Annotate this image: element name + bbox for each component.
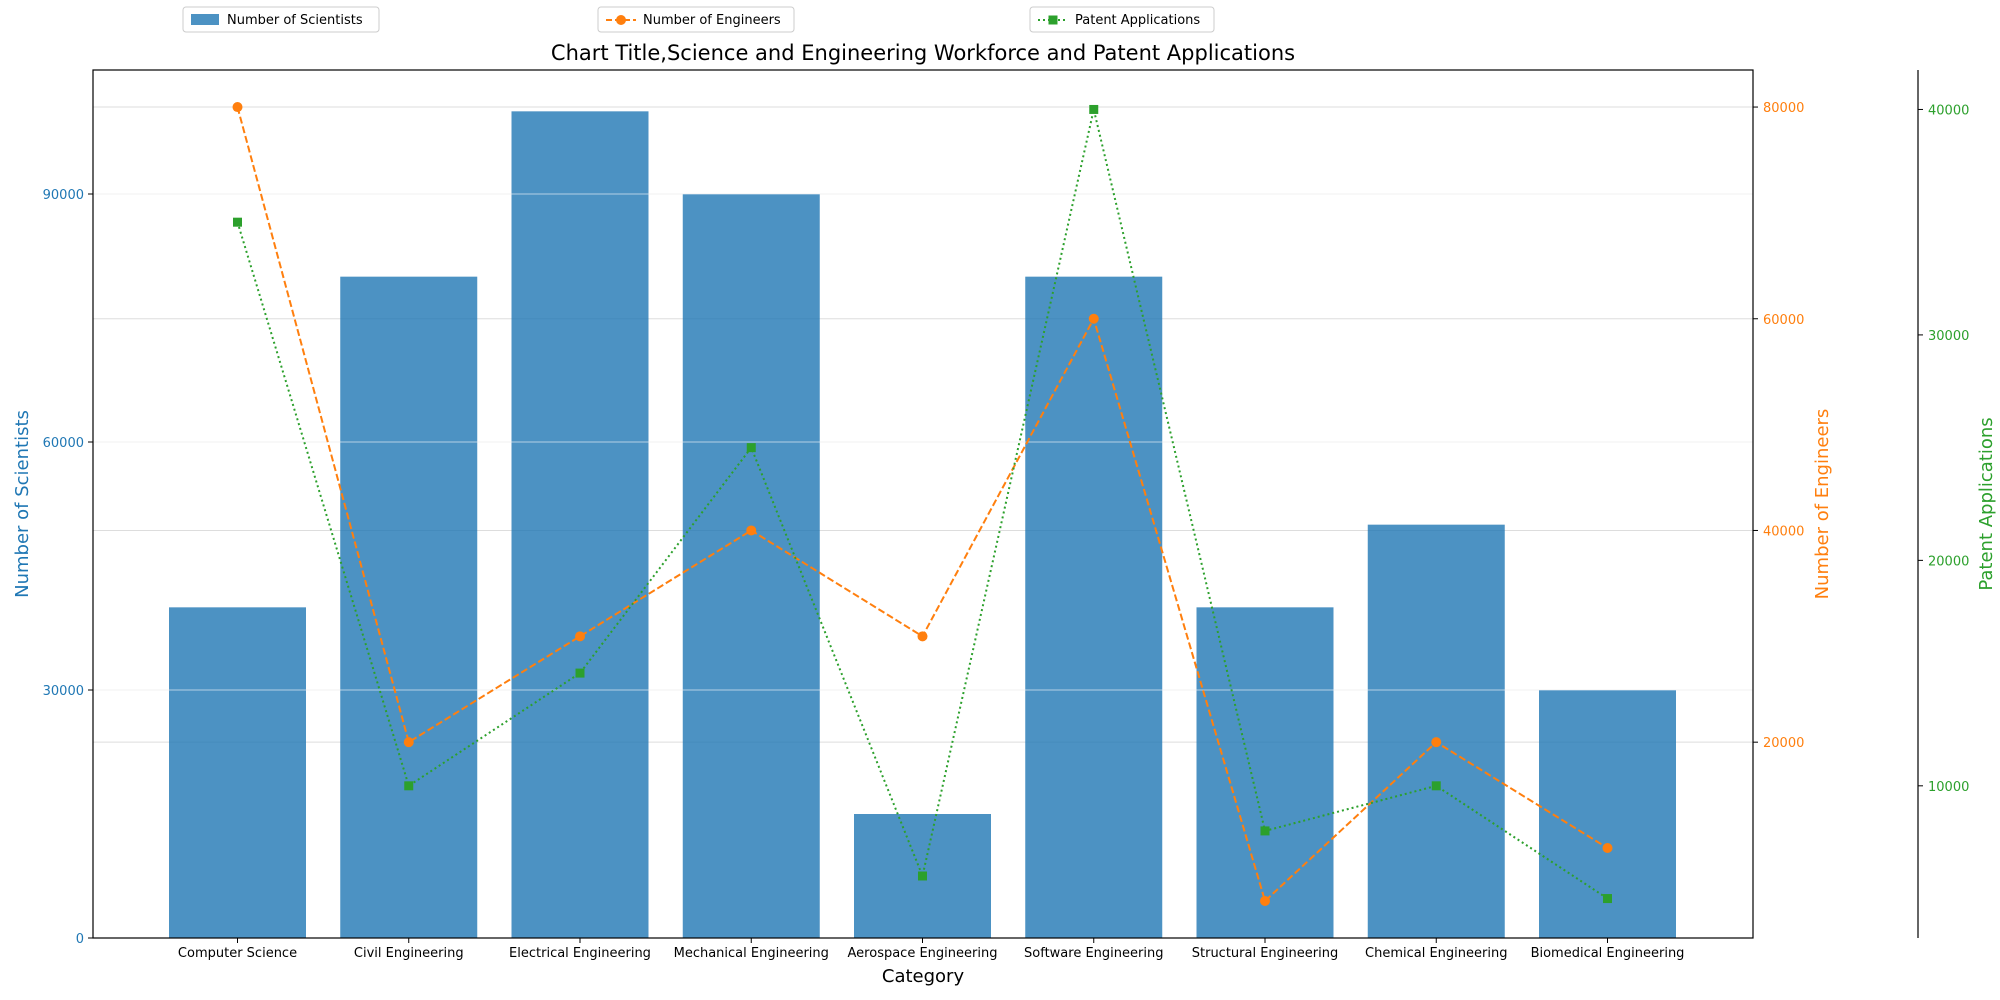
engineers-point <box>1260 895 1270 906</box>
scientist-bar <box>682 194 820 938</box>
engineers-point <box>746 525 757 536</box>
scientist-bar <box>1196 607 1334 938</box>
x-axis-label: Category <box>882 966 965 987</box>
left-tick-label: 60000 <box>43 436 84 451</box>
x-tick-label: Electrical Engineering <box>509 946 651 961</box>
chart-title: Chart Title,Science and Engineering Work… <box>551 41 1295 65</box>
patents-point <box>746 443 756 453</box>
patents-point <box>1089 104 1099 114</box>
right-tick-label: 20000 <box>1763 736 1804 751</box>
legend-label: Number of Engineers <box>643 13 781 28</box>
legend-box <box>182 6 380 33</box>
x-tick-label: Aerospace Engineering <box>848 946 998 961</box>
right-axis-label: Number of Engineers <box>1812 409 1833 600</box>
scientists-bars <box>93 111 1753 939</box>
patents-point <box>1431 781 1441 791</box>
patents-point <box>404 781 414 791</box>
scientist-bar <box>1025 276 1163 939</box>
outer-right-axis: 10000 20000 30000 40000 <box>1918 103 1969 795</box>
right-tick-label: 40000 <box>1763 524 1804 539</box>
right-axis: 20000 40000 60000 80000 <box>1753 101 1804 751</box>
legend-circle-marker <box>616 15 626 25</box>
patents-point <box>1603 894 1612 904</box>
engineers-point <box>917 631 928 642</box>
left-tick-label: 0 <box>76 932 84 947</box>
engineers-point <box>1431 737 1442 748</box>
x-axis: Computer Science Civil Engineering Electri… <box>178 938 1685 961</box>
left-tick-label: 30000 <box>43 684 84 699</box>
right-tick-label: 80000 <box>1763 101 1804 116</box>
x-tick-label: Software Engineering <box>1024 946 1163 961</box>
patents-point <box>233 217 242 227</box>
legend-engineers: Number of Engineers <box>597 6 795 33</box>
x-tick-label: Chemical Engineering <box>1365 946 1507 961</box>
x-tick-label: Computer Science <box>178 946 297 961</box>
legend-box <box>1029 6 1215 33</box>
x-tick-label: Civil Engineering <box>354 946 464 961</box>
outer-tick-label: 10000 <box>1928 780 1969 795</box>
patents-point <box>575 668 585 678</box>
engineers-point <box>575 631 585 642</box>
engineers-point <box>1088 313 1099 324</box>
legend-scientists: Number of Scientists <box>182 6 380 33</box>
outer-right-axis-label: Patent Applications <box>1976 417 1997 590</box>
legend-label: Number of Scientists <box>227 13 363 28</box>
engineers-point <box>1602 843 1613 854</box>
left-tick-label: 90000 <box>43 188 84 203</box>
left-axis-label: Number of Scientists <box>12 410 33 598</box>
x-tick-label: Mechanical Engineering <box>674 946 829 961</box>
x-tick-label: Structural Engineering <box>1192 946 1338 961</box>
legend-square-marker <box>1048 15 1058 25</box>
outer-tick-label: 40000 <box>1928 103 1969 118</box>
scientist-bar <box>340 276 478 939</box>
outer-tick-label: 30000 <box>1928 329 1969 344</box>
engineers-point <box>232 102 243 113</box>
outer-tick-label: 20000 <box>1928 554 1969 569</box>
x-tick-label: Biomedical Engineering <box>1531 946 1685 961</box>
legend-patents: Patent Applications <box>1029 6 1215 33</box>
scientist-bar <box>1367 524 1505 938</box>
patents-point <box>1260 826 1270 836</box>
legend-bar-swatch <box>191 14 219 25</box>
left-axis: 0 30000 60000 90000 <box>43 188 93 947</box>
right-tick-label: 60000 <box>1763 313 1804 328</box>
engineers-point <box>403 737 414 748</box>
scientist-bar <box>511 111 649 939</box>
legend-label: Patent Applications <box>1075 13 1200 28</box>
series-lines <box>232 102 1613 906</box>
patents-point <box>918 871 927 881</box>
legend-box <box>597 6 795 33</box>
scientist-bar <box>169 607 306 938</box>
